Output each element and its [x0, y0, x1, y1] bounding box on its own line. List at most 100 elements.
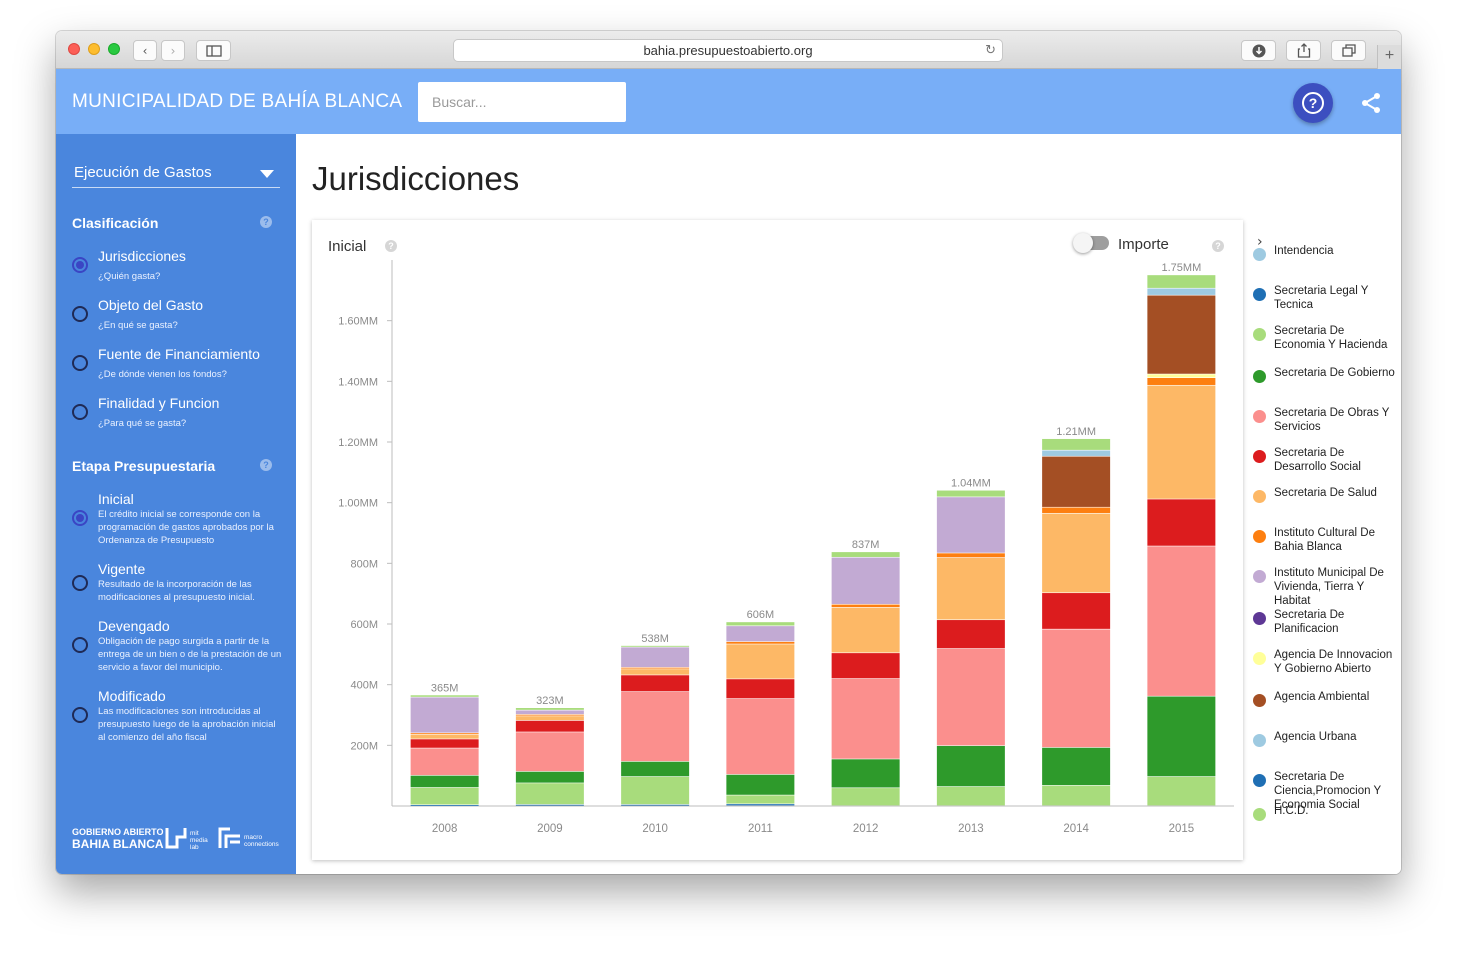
- close-window-button[interactable]: [68, 43, 80, 55]
- legend-label: Secretaria De Ciencia,Promocion Y Econom…: [1274, 771, 1381, 811]
- bar-segment: [1042, 785, 1111, 806]
- search-input[interactable]: [418, 82, 626, 122]
- y-tick-label: 800M: [350, 558, 378, 570]
- share-browser-button[interactable]: [1286, 40, 1321, 61]
- option-sub: Las modificaciones son introducidas al p…: [98, 706, 276, 743]
- importe-toggle[interactable]: [1073, 233, 1109, 253]
- legend-swatch: [1253, 570, 1266, 583]
- radio-modificado[interactable]: [72, 707, 88, 723]
- bar-segment: [410, 697, 479, 733]
- y-tick-label: 1.40MM: [338, 376, 378, 388]
- bar-segment: [831, 788, 900, 806]
- bar-segment: [1042, 456, 1111, 507]
- bar-segment: [1147, 385, 1216, 499]
- macro-connections-logo: [218, 827, 240, 848]
- bar-total-label: 323M: [536, 695, 564, 707]
- sidebar-toggle-button[interactable]: [196, 40, 231, 61]
- bar-segment: [621, 667, 690, 669]
- question-icon: ?: [1302, 92, 1324, 114]
- legend-label: Agencia Urbana: [1274, 731, 1357, 743]
- bar-segment: [515, 771, 584, 783]
- bar-segment: [1147, 546, 1216, 696]
- view-select[interactable]: Ejecución de Gastos: [72, 162, 280, 188]
- clasificacion-help-icon[interactable]: ?: [260, 216, 272, 228]
- bar-segment: [726, 644, 795, 679]
- bar-segment: [936, 490, 1005, 497]
- bar-segment: [515, 708, 584, 710]
- bar-segment: [1042, 450, 1111, 456]
- stacked-bar-chart: 200M 400M 600M 800M 1.00MM 1.20MM 1.40MM 1.60MM…: [338, 260, 1234, 835]
- bar-segment: [410, 775, 479, 788]
- legend-swatch: [1253, 248, 1266, 261]
- chevron-right-icon: ›: [170, 43, 176, 58]
- etapa-help-icon[interactable]: ?: [260, 459, 272, 471]
- bar-segment: [936, 497, 1005, 553]
- chart-help-icon[interactable]: ?: [385, 240, 397, 252]
- new-tab-button[interactable]: +: [1377, 45, 1401, 69]
- bar-segment: [1147, 295, 1216, 374]
- bar-segment: [726, 804, 795, 806]
- downloads-button[interactable]: [1241, 40, 1276, 61]
- toggle-help-icon[interactable]: ?: [1212, 240, 1224, 252]
- bar-segment: [936, 648, 1005, 746]
- address-bar[interactable]: bahia.presupuestoabierto.org ↻: [453, 39, 1003, 62]
- option-label: Inicial: [98, 491, 134, 507]
- sidebar: Ejecución de Gastos Clasificación ? Juri…: [56, 134, 296, 874]
- browser-titlebar: ‹ › bahia.presupuestoabierto.org ↻ +: [56, 31, 1401, 69]
- site-brand[interactable]: MUNICIPALIDAD DE BAHÍA BLANCA: [72, 91, 403, 112]
- bar-segment: [1042, 747, 1111, 786]
- radio-finalidad-y-funcion[interactable]: [72, 404, 88, 420]
- back-button[interactable]: ‹: [133, 40, 157, 61]
- bar-segment: [410, 748, 479, 776]
- x-tick-label: 2011: [748, 823, 773, 835]
- option-label: Finalidad y Funcion: [98, 395, 220, 411]
- legend-swatch: [1253, 410, 1266, 423]
- gobierno-abierto-line1: GOBIERNO ABIERTO: [72, 827, 164, 837]
- legend-label: Agencia De Innovacion Y Gobierno Abierto: [1274, 649, 1393, 675]
- bar-total-label: 606M: [747, 609, 775, 621]
- legend-swatch: [1253, 490, 1266, 503]
- legend-label: H.C.D.: [1274, 805, 1309, 817]
- radio-devengado[interactable]: [72, 637, 88, 653]
- option-label: Fuente de Financiamiento: [98, 346, 260, 362]
- y-tick-label: 400M: [350, 680, 378, 692]
- minimize-window-button[interactable]: [88, 43, 100, 55]
- radio-vigente[interactable]: [72, 575, 88, 591]
- help-button[interactable]: ?: [1293, 83, 1333, 123]
- legend-label: Secretaria De Economia Y Hacienda: [1274, 325, 1388, 351]
- legend-swatch: [1253, 450, 1266, 463]
- bar-segment: [726, 622, 795, 626]
- radio-inicial[interactable]: [72, 510, 88, 526]
- radio-fuente-de-financiamiento[interactable]: [72, 355, 88, 371]
- bar-segment: [410, 787, 479, 805]
- bar-total-label: 1.75MM: [1162, 262, 1202, 274]
- option-sub: ¿Quién gasta?: [98, 271, 161, 282]
- caret-down-icon: [260, 170, 274, 178]
- plus-icon: +: [1384, 47, 1395, 64]
- option-label: Jurisdicciones: [98, 248, 186, 264]
- bar-segment: [410, 805, 479, 806]
- zoom-window-button[interactable]: [108, 43, 120, 55]
- bar-segment: [936, 745, 1005, 787]
- bar-segment: [1147, 696, 1216, 777]
- option-sub: El crédito inicial se corresponde con la…: [98, 509, 274, 546]
- legend-swatch: [1253, 734, 1266, 747]
- option-label: Objeto del Gasto: [98, 297, 204, 313]
- bar-segment: [410, 734, 479, 739]
- bar-segment: [621, 804, 690, 806]
- chevron-right-icon[interactable]: ›: [1257, 234, 1263, 250]
- bar-segment: [621, 675, 690, 692]
- radio-jurisdicciones[interactable]: [72, 257, 88, 273]
- bar-segment: [1147, 499, 1216, 546]
- toggle-knob[interactable]: [1073, 233, 1093, 253]
- bar-segment: [410, 695, 479, 697]
- tabs-overview-button[interactable]: [1331, 40, 1366, 61]
- bar-segment: [621, 645, 690, 647]
- option-label: Devengado: [98, 618, 170, 634]
- gobierno-abierto-logo: GOBIERNO ABIERTO BAHIA BLANCA: [72, 826, 164, 850]
- radio-objeto-del-gasto[interactable]: [72, 306, 88, 322]
- y-tick-label: 1.20MM: [338, 437, 378, 449]
- reload-icon[interactable]: ↻: [985, 43, 996, 58]
- share-icon[interactable]: [1359, 91, 1383, 115]
- forward-button[interactable]: ›: [161, 40, 185, 61]
